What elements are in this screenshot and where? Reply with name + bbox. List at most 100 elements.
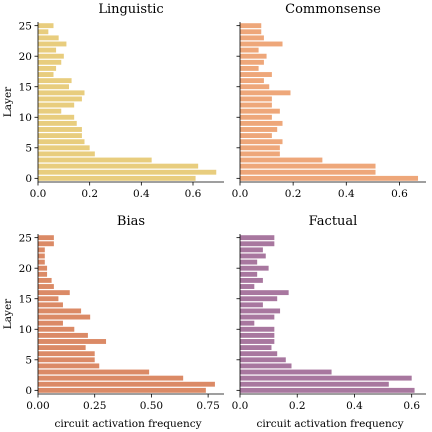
bar-linguistic-layer-17 [38, 72, 54, 77]
bar-bias-layer-1 [38, 381, 215, 387]
bar-bias-layer-22 [38, 253, 45, 259]
bar-linguistic-layer-3 [38, 157, 152, 163]
xtick-label-linguistic: 0.0 [30, 188, 47, 200]
bar-linguistic-layer-23 [38, 35, 59, 41]
bar-linguistic-layer-11 [38, 108, 62, 114]
bar-factual-layer-20 [240, 265, 269, 271]
bar-linguistic-layer-21 [38, 47, 57, 53]
bar-commonsense-layer-25 [240, 23, 262, 29]
panel-bias: Bias 0.00 0.25 0.50 0.75 0 5 10 15 20 25 [19, 214, 224, 412]
xtick-label-commonsense: 0.2 [285, 188, 302, 200]
bar-bias-layer-14 [38, 302, 63, 308]
bar-linguistic-layer-4 [38, 151, 95, 157]
bar-factual-layer-7 [240, 345, 272, 351]
ytick-label-bias: 10 [19, 324, 32, 336]
bar-factual-layer-15 [240, 296, 278, 302]
bar-factual-layer-14 [240, 302, 263, 308]
bar-linguistic-layer-22 [38, 41, 67, 47]
bar-bias-layer-8 [38, 339, 107, 344]
bar-commonsense-layer-15 [240, 84, 270, 90]
bar-linguistic-layer-20 [38, 53, 64, 59]
bar-factual-layer-18 [240, 277, 263, 283]
bar-linguistic-layer-16 [38, 78, 72, 84]
ytick-label-linguistic: 15 [19, 82, 32, 94]
bar-commonsense-layer-23 [240, 35, 264, 41]
xtick-label-factual: 0.0 [232, 400, 249, 412]
bar-linguistic-layer-2 [38, 163, 199, 169]
panel-factual: Factual 0.0 0.2 0.4 0.6 [232, 214, 426, 412]
bar-bias-layer-19 [38, 271, 48, 277]
bar-factual-layer-3 [240, 369, 332, 375]
bar-factual-layer-0 [240, 387, 415, 393]
bar-commonsense-layer-0 [240, 175, 419, 181]
bar-linguistic-layer-25 [38, 23, 54, 29]
bar-commonsense-layer-19 [240, 59, 264, 65]
bar-factual-layer-2 [240, 375, 412, 381]
bar-linguistic-layer-18 [38, 65, 57, 71]
bar-bias-layer-18 [38, 277, 52, 283]
bar-bias-layer-20 [38, 265, 48, 271]
ytick-label-bias: 0 [25, 385, 32, 397]
figure-xlabel-right: circuit activation frequency [256, 418, 403, 430]
bar-factual-layer-19 [240, 271, 258, 277]
bar-linguistic-layer-14 [38, 90, 85, 96]
ytick-label-linguistic: 0 [25, 173, 32, 185]
bar-bias-layer-3 [38, 369, 150, 375]
ytick-label-bias: 15 [19, 294, 32, 306]
xtick-label-bias: 0.50 [140, 400, 163, 412]
bar-bias-layer-13 [38, 308, 82, 314]
bar-commonsense-layer-6 [240, 139, 283, 145]
bar-factual-layer-16 [240, 290, 289, 296]
title-factual: Factual [309, 214, 358, 229]
bar-linguistic-layer-13 [38, 96, 82, 102]
bar-commonsense-layer-1 [240, 169, 376, 175]
bar-bias-layer-7 [38, 345, 86, 351]
bar-factual-layer-1 [240, 381, 389, 387]
bar-linguistic-layer-19 [38, 59, 62, 65]
bar-factual-layer-22 [240, 253, 266, 259]
bar-factual-layer-21 [240, 259, 258, 265]
bar-commonsense-layer-21 [240, 47, 259, 53]
bar-commonsense-layer-13 [240, 96, 272, 102]
title-bias: Bias [117, 214, 145, 229]
figure-ylabel-bottom: Layer [2, 298, 14, 329]
bar-commonsense-layer-5 [240, 145, 280, 151]
bar-commonsense-layer-18 [240, 65, 259, 71]
bar-commonsense-layer-8 [240, 127, 278, 132]
bar-bias-layer-4 [38, 363, 100, 369]
bar-bias-layer-9 [38, 332, 88, 338]
bar-linguistic-layer-8 [38, 127, 82, 132]
bar-bias-layer-15 [38, 296, 59, 302]
bar-factual-layer-9 [240, 332, 275, 338]
bar-factual-layer-23 [240, 247, 263, 253]
xtick-label-factual: 0.2 [289, 400, 306, 412]
panel-linguistic: Linguistic 0.0 0.2 0.4 0.6 0 5 10 15 20 25 [19, 2, 224, 200]
bar-commonsense-layer-12 [240, 102, 272, 108]
bar-bias-layer-17 [38, 284, 54, 289]
bar-factual-layer-12 [240, 314, 275, 320]
bar-factual-layer-24 [240, 241, 275, 247]
bar-bias-layer-11 [38, 320, 63, 326]
ytick-label-linguistic: 20 [19, 51, 32, 63]
ytick-label-bias: 25 [19, 232, 32, 244]
bar-commonsense-layer-2 [240, 163, 376, 169]
bar-commonsense-layer-20 [240, 53, 267, 59]
bar-factual-layer-8 [240, 339, 275, 344]
bar-bias-layer-5 [38, 357, 95, 363]
bar-commonsense-layer-10 [240, 114, 272, 120]
bar-factual-layer-10 [240, 326, 275, 332]
bar-commonsense-layer-9 [240, 120, 283, 126]
xtick-label-commonsense: 0.0 [232, 188, 249, 200]
xtick-label-bias: 0.75 [196, 400, 219, 412]
bar-linguistic-layer-15 [38, 84, 69, 90]
bar-commonsense-layer-24 [240, 29, 262, 35]
bar-bias-layer-24 [38, 241, 54, 247]
ytick-label-linguistic: 25 [19, 20, 32, 32]
bar-commonsense-layer-4 [240, 151, 280, 157]
xtick-label-linguistic: 0.4 [133, 188, 150, 200]
bar-linguistic-layer-6 [38, 139, 85, 145]
bar-linguistic-layer-9 [38, 120, 77, 126]
bar-bias-layer-12 [38, 314, 91, 320]
xtick-label-linguistic: 0.6 [185, 188, 202, 200]
